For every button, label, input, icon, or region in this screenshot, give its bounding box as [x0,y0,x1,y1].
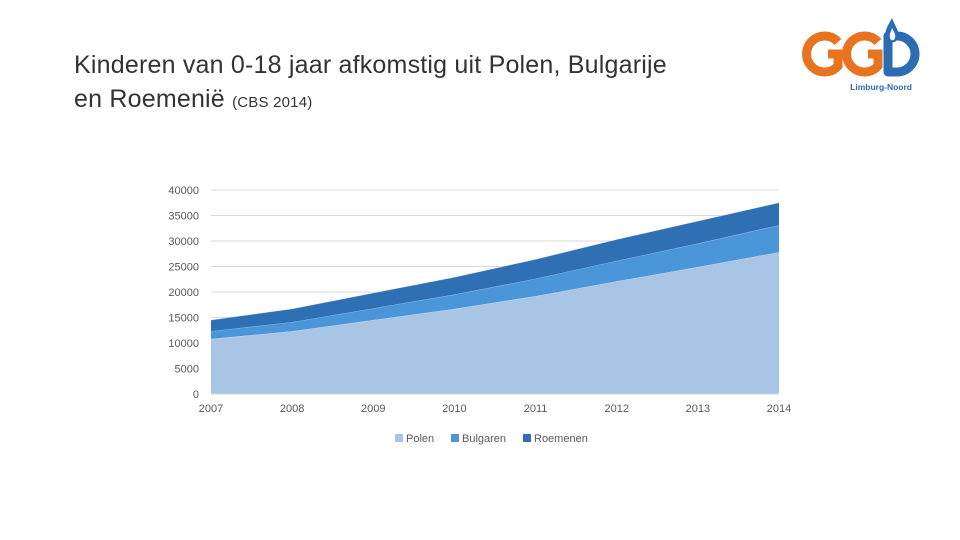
legend-swatch-polen [395,434,403,442]
x-tick-label: 2008 [280,403,304,415]
area-layer [210,202,780,394]
title-line-1: Kinderen van 0-18 jaar afkomstig uit Pol… [74,51,667,79]
legend-label-roemenen: Roemenen [534,433,588,445]
y-tick-label: 15000 [168,313,199,325]
y-tick-label: 40000 [168,185,199,197]
x-tick-label: 2009 [361,403,385,415]
x-tick-label: 2014 [767,403,791,415]
y-tick-label: 10000 [168,338,199,350]
legend-swatch-bulgaren [451,434,459,442]
logo-subtext: Limburg-Noord [850,82,912,92]
chart: 0 5000 10000 15000 20000 25000 30000 35000 40000… [150,176,810,466]
y-tick-label: 20000 [168,287,199,299]
chart-svg: 0 5000 10000 15000 20000 25000 30000 35000 40000… [168,185,791,445]
legend: Polen Bulgaren Roemenen [395,433,588,445]
legend-label-polen: Polen [406,433,434,445]
y-tick-label: 35000 [168,211,199,223]
ggd-logo-graphic: Limburg-Noord [802,18,920,92]
title-line-2: en Roemenië (CBS 2014) [74,82,774,120]
area-series-polen [211,252,779,394]
area-edge-roemenen [210,202,780,321]
legend-swatch-roemenen [523,434,531,442]
source-note: (CBS 2014) [232,94,313,111]
x-tick-label: 2007 [199,403,223,415]
ggd-logo: Limburg-Noord [800,14,930,98]
y-tick-label: 5000 [175,364,199,376]
axis-layer: 0 5000 10000 15000 20000 25000 30000 35000 40000… [168,185,791,415]
legend-label-bulgaren: Bulgaren [462,433,506,445]
slide-title: Kinderen van 0-18 jaar afkomstig uit Pol… [74,48,774,120]
x-tick-label: 2010 [442,403,466,415]
x-tick-label: 2012 [604,403,628,415]
y-tick-label: 30000 [168,236,199,248]
area-series-bulgaren [211,225,779,339]
title-line-2-text: en Roemenië [74,85,225,113]
x-tick-label: 2013 [686,403,710,415]
x-tick-label: 2011 [524,403,548,415]
y-tick-label: 25000 [168,262,199,274]
y-tick-label: 0 [193,389,199,401]
area-series-roemenen [211,202,779,332]
